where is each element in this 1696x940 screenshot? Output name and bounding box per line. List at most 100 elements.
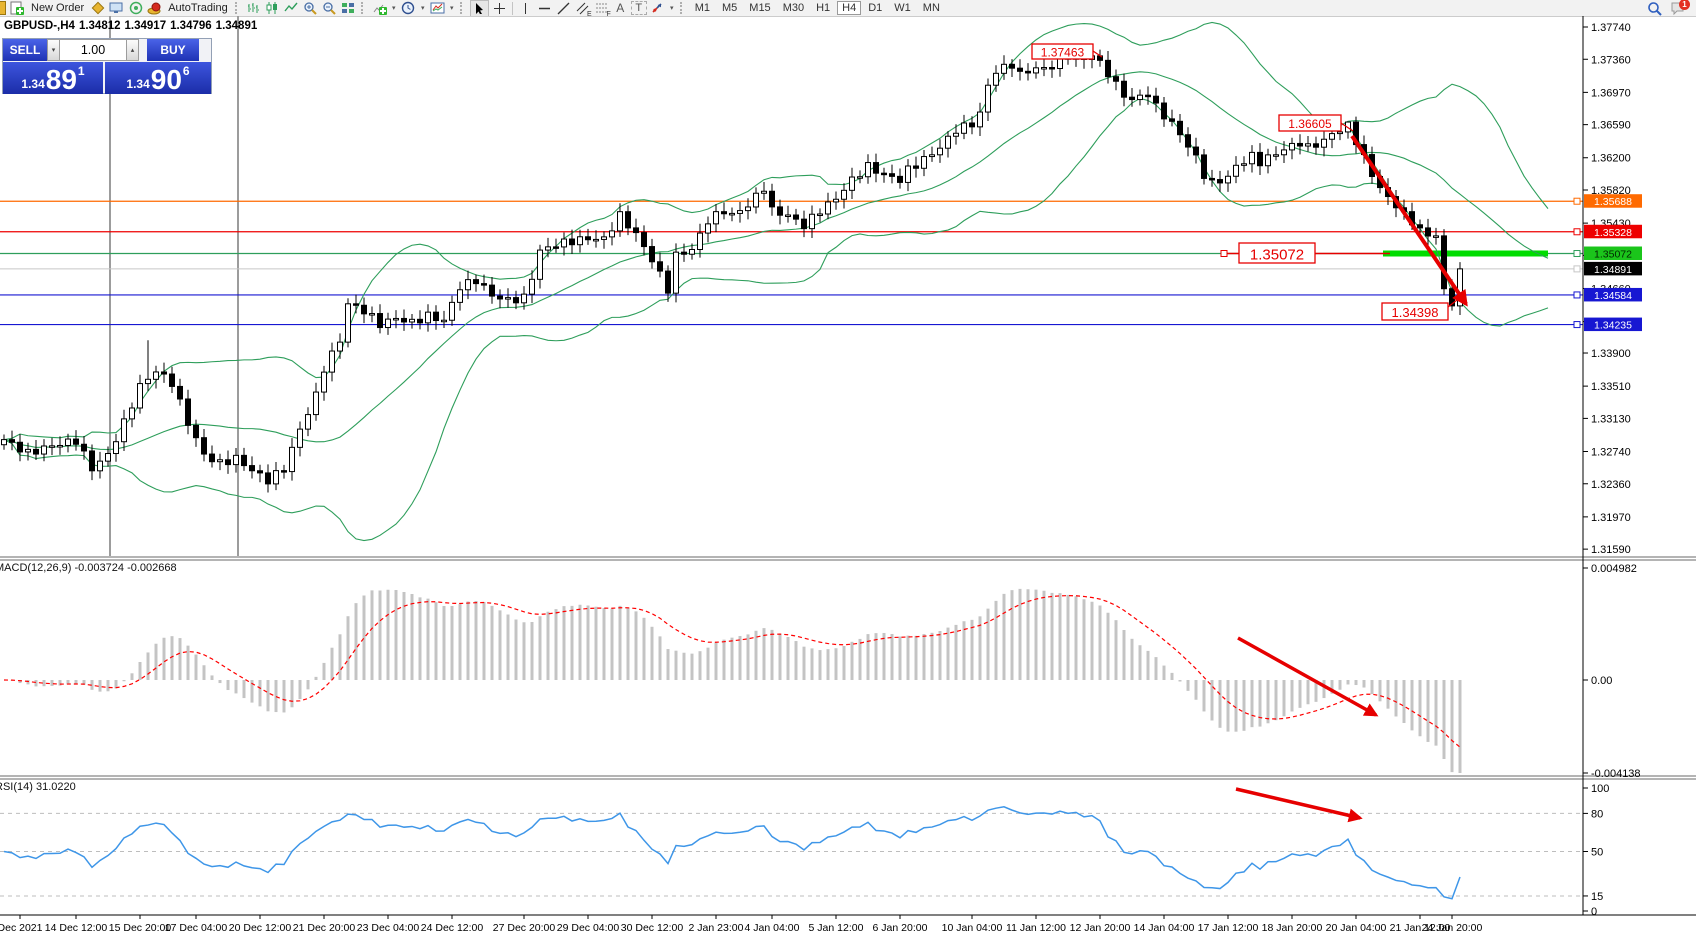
arrows-dropdown[interactable]: ▾: [669, 5, 674, 12]
svg-text:11 Jan 12:00: 11 Jan 12:00: [1006, 922, 1066, 934]
price-badge: [1584, 287, 1642, 302]
toolbar-drag-handle[interactable]: [234, 2, 241, 14]
svg-text:6 Jan 20:00: 6 Jan 20:00: [873, 922, 928, 934]
price-badge: [1584, 194, 1642, 208]
line-chart-icon[interactable]: [283, 1, 300, 16]
rsi-indicator-label: RSI(14) 31.0220: [0, 781, 76, 793]
timeframe-h1[interactable]: H1: [816, 2, 831, 14]
ask-price-sup: 6: [182, 64, 190, 78]
timeframe-h4[interactable]: H4: [837, 1, 862, 15]
timeframe-m5[interactable]: M5: [722, 2, 738, 14]
arrows-tool-icon[interactable]: [649, 1, 666, 16]
main-pane: [0, 16, 1583, 556]
ask-price-small: 1.34: [126, 77, 150, 91]
level-handle: [1573, 228, 1581, 236]
svg-text:1.37463: 1.37463: [1041, 46, 1085, 60]
toolbar-drag-handle[interactable]: [459, 2, 466, 14]
tile-windows-icon[interactable]: [340, 1, 357, 16]
search-icon[interactable]: [1646, 1, 1663, 16]
new-order-icon[interactable]: [9, 1, 26, 16]
svg-text:1.36970: 1.36970: [1591, 87, 1631, 99]
trend-arrow: [1237, 636, 1379, 717]
volume-input[interactable]: [60, 39, 126, 61]
clipped-icon: [0, 1, 6, 15]
volume-decrease-button[interactable]: ▾: [47, 39, 60, 61]
timeframe-m15[interactable]: M15: [749, 2, 771, 14]
signal-icon[interactable]: [127, 1, 144, 16]
equidistant-channel-icon[interactable]: E: [574, 1, 592, 18]
zoom-in-icon[interactable]: [302, 1, 319, 16]
zoom-out-icon[interactable]: [321, 1, 338, 16]
svg-text:24 Dec 12:00: 24 Dec 12:00: [421, 922, 484, 934]
svg-text:17 Jan 12:00: 17 Jan 12:00: [1198, 922, 1259, 934]
svg-text:18 Jan 20:00: 18 Jan 20:00: [1262, 922, 1323, 934]
svg-text:4 Jan 04:00: 4 Jan 04:00: [745, 922, 800, 934]
text-tool-icon[interactable]: A: [616, 1, 625, 15]
volume-increase-button[interactable]: ▴: [126, 39, 139, 61]
timeframe-d1[interactable]: D1: [868, 2, 883, 14]
fibonacci-icon[interactable]: F: [593, 1, 611, 18]
templates-dropdown[interactable]: ▾: [449, 5, 454, 12]
new-chart-dropdown[interactable]: ▾: [391, 5, 396, 12]
vertical-line-icon[interactable]: [517, 1, 534, 16]
svg-text:1.32360: 1.32360: [1591, 479, 1631, 491]
svg-text:1.35072: 1.35072: [1250, 247, 1304, 264]
candles: [1, 46, 1463, 493]
trend-arrow: [1235, 787, 1363, 823]
templates-icon[interactable]: [429, 1, 446, 16]
svg-text:1.34398: 1.34398: [1392, 305, 1439, 320]
terminal-icon[interactable]: [108, 1, 125, 16]
svg-text:0.004982: 0.004982: [1591, 563, 1637, 575]
bid-price-sup: 1: [77, 64, 85, 78]
bollinger-lower: [3, 97, 1549, 542]
label-tool-icon[interactable]: T: [630, 1, 647, 15]
svg-text:-0.004138: -0.004138: [1591, 768, 1641, 780]
bid-price-button[interactable]: 1.34 89 1: [3, 62, 103, 94]
crosshair-icon[interactable]: [491, 1, 508, 16]
svg-text:1.34584: 1.34584: [1594, 290, 1632, 302]
autotrading-icon[interactable]: [146, 1, 163, 16]
svg-text:1.35328: 1.35328: [1594, 227, 1632, 239]
ask-price-button[interactable]: 1.34 90 6: [105, 62, 211, 94]
svg-text:29 Dec 04:00: 29 Dec 04:00: [557, 922, 620, 934]
timeframe-m1[interactable]: M1: [694, 2, 710, 14]
trendline-icon[interactable]: [555, 1, 572, 16]
svg-text:1.36590: 1.36590: [1591, 120, 1631, 132]
close-value: 1.34891: [215, 20, 258, 32]
toolbar-drag-handle[interactable]: [679, 2, 686, 14]
level-handle: [1573, 250, 1581, 258]
svg-text:1.34891: 1.34891: [1594, 264, 1632, 276]
buy-button[interactable]: BUY: [147, 39, 199, 61]
timeframe-m30[interactable]: M30: [782, 2, 805, 14]
price-callout: [1381, 302, 1449, 321]
annotations[interactable]: 1.37463 1.36605 1.35072 1.34398: [1031, 43, 1468, 823]
periods-clock-icon[interactable]: [400, 1, 417, 16]
timeframe-w1[interactable]: W1: [894, 2, 911, 14]
svg-text:1.32740: 1.32740: [1591, 447, 1631, 459]
new-chart-icon[interactable]: [371, 1, 388, 16]
low-value: 1.34796: [170, 20, 212, 32]
periods-dropdown[interactable]: ▾: [420, 5, 425, 12]
svg-text:1.31970: 1.31970: [1591, 512, 1631, 524]
toolbar-separator: [511, 1, 513, 15]
chart-canvas[interactable]: 1.37740 1.37360 1.36970 1.36590 1.36200 1.358…: [0, 16, 1696, 940]
cursor-icon[interactable]: [469, 0, 489, 17]
bar-chart-icon[interactable]: [245, 1, 262, 16]
new-order-button[interactable]: New Order: [31, 2, 85, 14]
candlestick-chart-icon[interactable]: [264, 1, 281, 16]
high-value: 1.34917: [124, 20, 167, 32]
chat-icon[interactable]: 1: [1669, 0, 1690, 16]
svg-text:14 Jan 04:00: 14 Jan 04:00: [1134, 922, 1195, 934]
svg-text:100: 100: [1591, 783, 1609, 795]
toolbar-drag-handle[interactable]: [360, 2, 367, 14]
timeframe-mn[interactable]: MN: [922, 2, 940, 14]
price-badge: [1584, 317, 1642, 332]
horizontal-line-icon[interactable]: [536, 1, 553, 16]
styles-icon[interactable]: [89, 1, 106, 16]
trend-arrow: [1350, 134, 1468, 307]
sell-button[interactable]: SELL: [3, 39, 47, 61]
chat-unread-badge: 1: [1679, 0, 1690, 10]
autotrading-button[interactable]: AutoTrading: [168, 2, 228, 14]
svg-text:1.34235: 1.34235: [1594, 320, 1632, 332]
